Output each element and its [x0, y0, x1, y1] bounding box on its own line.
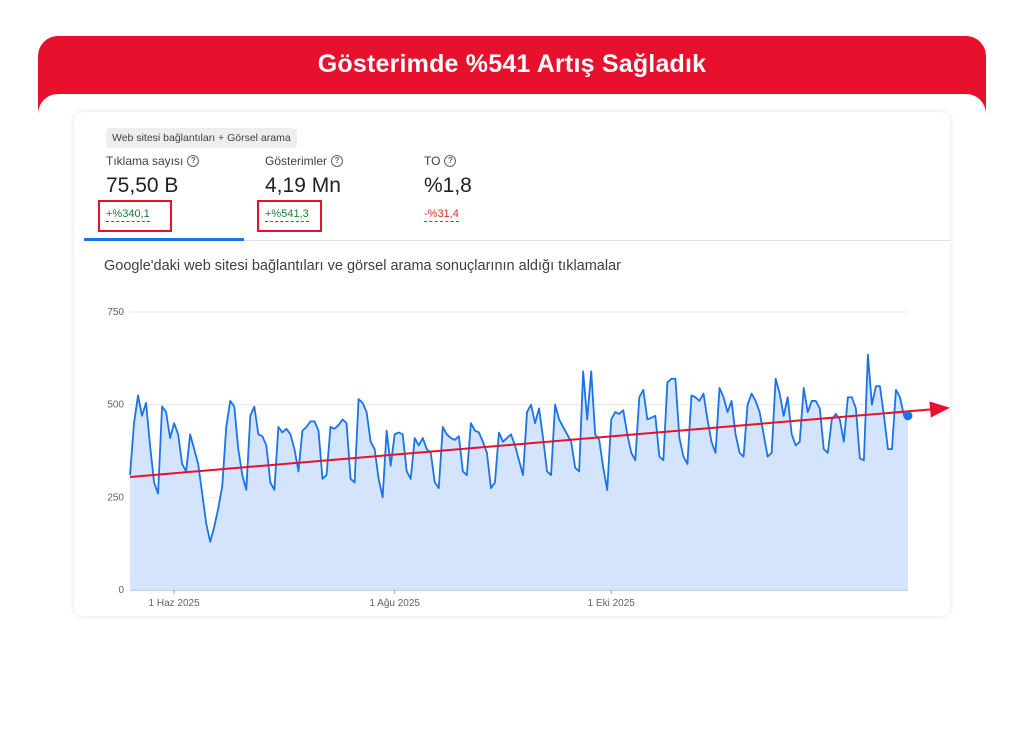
- metric-clicks-label: Tıklama sayısı: [106, 154, 184, 168]
- x-tick-label: 1 Haz 2025: [149, 598, 201, 609]
- metric-impressions-value: 4,19 Mn: [265, 174, 341, 197]
- metric-clicks-value: 75,50 B: [106, 174, 179, 197]
- help-icon[interactable]: ?: [444, 155, 457, 167]
- metric-ctr-delta: -%31,4: [424, 208, 459, 222]
- metric-ctr-label: TO: [424, 154, 441, 168]
- help-icon[interactable]: ?: [187, 155, 200, 167]
- y-axis-ticks: 0 250 500 750: [107, 307, 124, 596]
- search-type-filter-chip[interactable]: Web sitesi bağlantıları + Görsel arama: [106, 128, 297, 148]
- tab-divider: [84, 240, 950, 241]
- series-area-fill: [130, 354, 908, 590]
- y-tick-label: 0: [118, 585, 124, 596]
- metric-clicks[interactable]: Tıklama sayısı ? 75,50 B +%340,1: [106, 154, 200, 222]
- help-icon[interactable]: ?: [331, 155, 344, 167]
- metric-impressions-delta: +%541,3: [265, 208, 309, 222]
- x-tick-label: 1 Eki 2025: [588, 598, 636, 609]
- chart-title: Google'daki web sitesi bağlantıları ve g…: [104, 258, 621, 274]
- highlight-box-clicks: [98, 200, 172, 232]
- metric-impressions[interactable]: Gösterimler ? 4,19 Mn +%541,3: [265, 154, 344, 222]
- y-tick-label: 500: [107, 400, 124, 411]
- x-axis-ticks: 1 Haz 2025 1 Ağu 2025 1 Eki 2025: [149, 590, 636, 609]
- metric-impressions-label: Gösterimler: [265, 154, 328, 168]
- metric-ctr-value: %1,8: [424, 174, 472, 197]
- trend-arrow: [129, 401, 950, 478]
- metric-clicks-delta: +%340,1: [106, 208, 150, 222]
- x-tick-label: 1 Ağu 2025: [369, 598, 420, 609]
- series-end-marker[interactable]: [903, 411, 913, 421]
- metric-ctr[interactable]: TO ? %1,8 -%31,4: [424, 154, 472, 222]
- y-tick-label: 250: [107, 492, 124, 503]
- search-console-card: Web sitesi bağlantıları + Görsel arama T…: [74, 112, 950, 616]
- banner-title: Gösterimde %541 Artış Sağladık: [317, 50, 707, 78]
- series-line: [129, 353, 908, 543]
- active-tab-indicator: [84, 238, 244, 241]
- y-tick-label: 750: [107, 307, 124, 318]
- clicks-line-chart: 0 250 500 750 1 Haz 2025 1 Ağu 2025 1 Eki 202…: [107, 307, 950, 609]
- highlight-box-impressions: [257, 200, 322, 232]
